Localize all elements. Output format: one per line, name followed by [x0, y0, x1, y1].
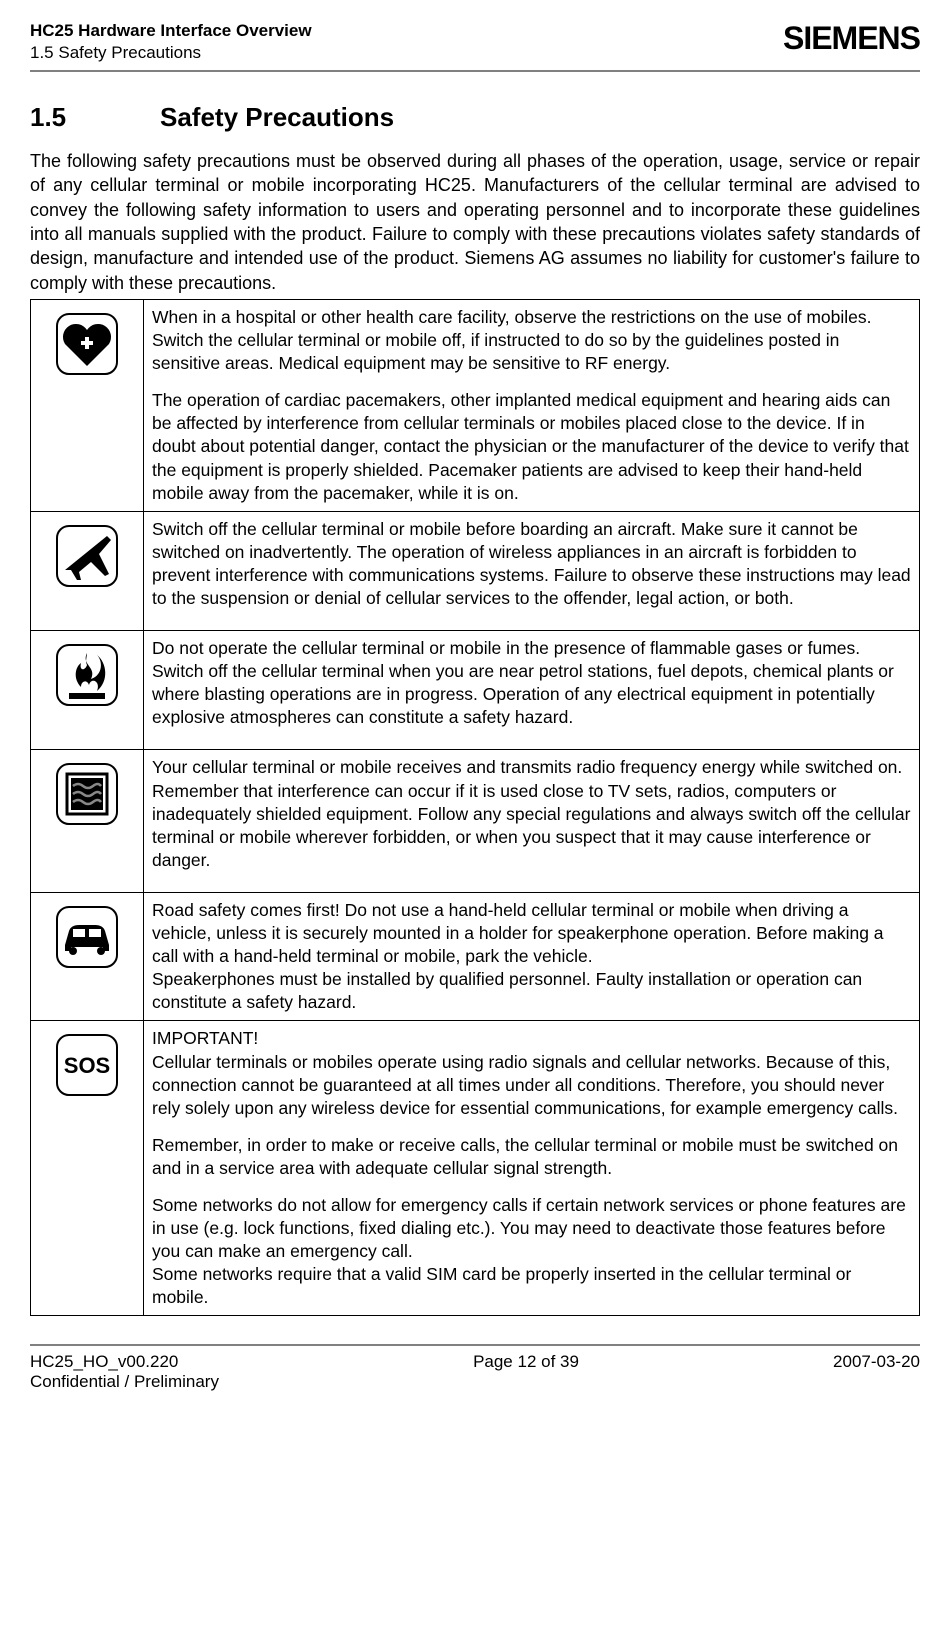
- table-row: Road safety comes first! Do not use a ha…: [31, 892, 920, 1020]
- important-label: IMPORTANT!: [152, 1027, 911, 1050]
- icon-cell: [31, 299, 144, 511]
- intro-paragraph: The following safety precautions must be…: [30, 149, 920, 295]
- safety-table: When in a hospital or other health care …: [30, 299, 920, 1316]
- table-row: Your cellular terminal or mobile receive…: [31, 750, 920, 892]
- icon-cell: [31, 631, 144, 750]
- paragraph: Speakerphones must be installed by quali…: [152, 968, 911, 1014]
- footer-page: Page 12 of 39: [473, 1352, 579, 1392]
- paragraph: Some networks do not allow for emergency…: [152, 1194, 911, 1263]
- footer-left: HC25_HO_v00.220 Confidential / Prelimina…: [30, 1352, 219, 1392]
- car-icon: [51, 901, 123, 973]
- doc-title: HC25 Hardware Interface Overview: [30, 20, 312, 42]
- interference-icon: [51, 758, 123, 830]
- page-header: HC25 Hardware Interface Overview 1.5 Saf…: [30, 20, 920, 72]
- text-cell: Switch off the cellular terminal or mobi…: [144, 511, 920, 630]
- page-container: HC25 Hardware Interface Overview 1.5 Saf…: [0, 0, 950, 1402]
- icon-cell: [31, 892, 144, 1020]
- paragraph: Do not operate the cellular terminal or …: [152, 637, 911, 729]
- header-left: HC25 Hardware Interface Overview 1.5 Saf…: [30, 20, 312, 64]
- text-cell: Your cellular terminal or mobile receive…: [144, 750, 920, 892]
- sos-icon: SOS: [51, 1029, 123, 1101]
- footer-version: HC25_HO_v00.220: [30, 1352, 219, 1372]
- paragraph: Your cellular terminal or mobile receive…: [152, 756, 911, 871]
- paragraph: Road safety comes first! Do not use a ha…: [152, 899, 911, 968]
- table-row: SOS IMPORTANT! Cellular terminals or mob…: [31, 1021, 920, 1316]
- section-ref: 1.5 Safety Precautions: [30, 42, 312, 64]
- table-row: Switch off the cellular terminal or mobi…: [31, 511, 920, 630]
- footer-confidential: Confidential / Preliminary: [30, 1372, 219, 1392]
- airplane-icon: [51, 520, 123, 592]
- section-number: 1.5: [30, 102, 160, 133]
- icon-cell: SOS: [31, 1021, 144, 1316]
- text-cell: Do not operate the cellular terminal or …: [144, 631, 920, 750]
- paragraph: The operation of cardiac pacemakers, oth…: [152, 389, 911, 504]
- table-row: Do not operate the cellular terminal or …: [31, 631, 920, 750]
- section-title: Safety Precautions: [160, 102, 394, 132]
- section-heading: 1.5Safety Precautions: [30, 102, 920, 133]
- table-row: When in a hospital or other health care …: [31, 299, 920, 511]
- paragraph: Switch off the cellular terminal or mobi…: [152, 518, 911, 610]
- svg-text:SOS: SOS: [64, 1053, 110, 1078]
- text-cell: When in a hospital or other health care …: [144, 299, 920, 511]
- medical-icon: [51, 308, 123, 380]
- paragraph: When in a hospital or other health care …: [152, 306, 911, 375]
- paragraph: Cellular terminals or mobiles operate us…: [152, 1051, 911, 1120]
- siemens-logo: SIEMENS: [783, 20, 920, 57]
- icon-cell: [31, 750, 144, 892]
- page-footer: HC25_HO_v00.220 Confidential / Prelimina…: [30, 1344, 920, 1392]
- footer-date: 2007-03-20: [833, 1352, 920, 1392]
- paragraph: Some networks require that a valid SIM c…: [152, 1263, 911, 1309]
- icon-cell: [31, 511, 144, 630]
- fire-icon: [51, 639, 123, 711]
- text-cell: Road safety comes first! Do not use a ha…: [144, 892, 920, 1020]
- paragraph: Remember, in order to make or receive ca…: [152, 1134, 911, 1180]
- text-cell: IMPORTANT! Cellular terminals or mobiles…: [144, 1021, 920, 1316]
